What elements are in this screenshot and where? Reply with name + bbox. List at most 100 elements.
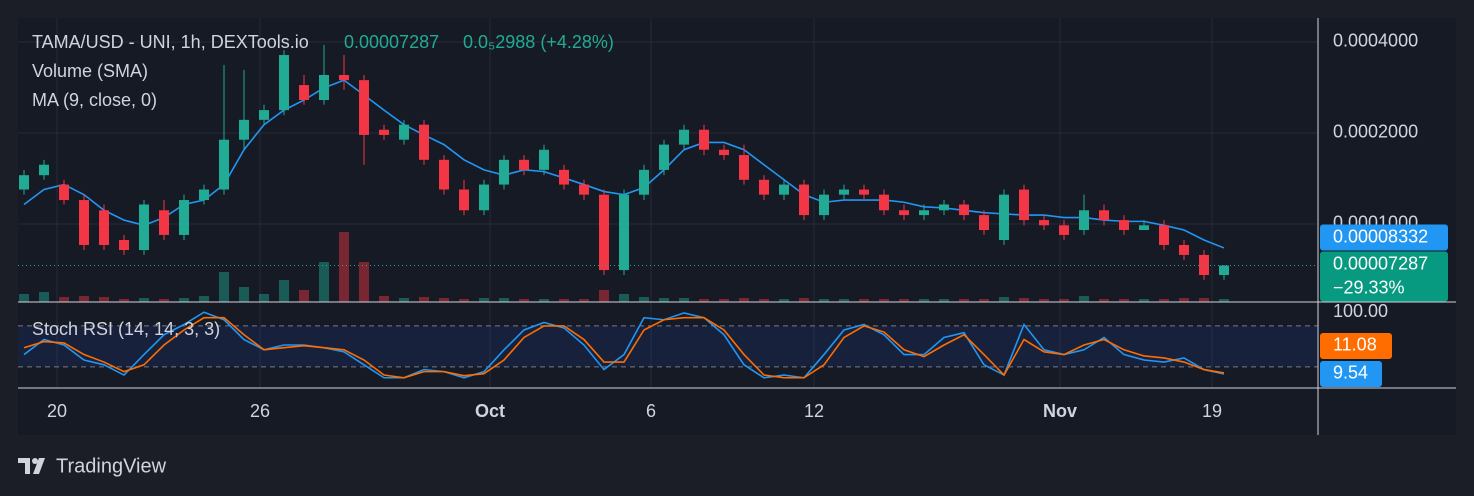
candle-body [519, 159, 529, 170]
candle-body [459, 189, 469, 211]
candle-body [1099, 210, 1109, 221]
candle-body [179, 200, 189, 235]
volume-bar [979, 299, 989, 302]
candle-body [359, 80, 369, 135]
volume-bar [539, 299, 549, 302]
volume-bar [619, 294, 629, 302]
volume-bar [599, 290, 609, 302]
candle-body [759, 179, 769, 195]
volume-bar [999, 297, 1009, 302]
volume-bar [299, 290, 309, 302]
x-tick-label: Oct [475, 401, 505, 421]
x-tick-label: Nov [1043, 401, 1077, 421]
volume-bar [699, 299, 709, 302]
x-tick-label: 6 [646, 401, 656, 421]
volume-bar [839, 299, 849, 302]
candle-body [419, 124, 429, 160]
change-pct-label: −29.33% [1333, 277, 1405, 297]
volume-bar [419, 297, 429, 302]
candle-body [739, 155, 749, 180]
volume-bar [1039, 299, 1049, 302]
volume-bar [739, 298, 749, 302]
candle-body [559, 169, 569, 185]
x-tick-label: 12 [804, 401, 824, 421]
volume-bar [1159, 299, 1169, 302]
volume-bar [219, 272, 229, 302]
volume-bar [1019, 298, 1029, 302]
volume-bar [899, 299, 909, 302]
candle-body [499, 159, 509, 185]
candle-body [1059, 225, 1069, 235]
stoch-line [23, 316, 1225, 379]
volume-bar [259, 294, 269, 302]
volume-bar [1139, 299, 1149, 302]
volume-bar [359, 262, 369, 302]
volume-bar [939, 299, 949, 302]
y-tick-label: 0.0004000 [1333, 31, 1418, 51]
candle-body [819, 194, 829, 216]
volume-bar [239, 287, 249, 302]
volume-bar [199, 296, 209, 302]
grid [18, 18, 1318, 388]
last-price-tag [1320, 251, 1448, 302]
candle-body [1119, 220, 1129, 231]
stoch-d-tag [1320, 332, 1392, 359]
candle-body [219, 139, 229, 190]
volume-bar [1119, 299, 1129, 302]
candle-body [679, 129, 689, 145]
volume-bar [579, 299, 589, 302]
volume-bar [179, 298, 189, 302]
stoch-tick-label: 100.00 [1333, 301, 1388, 321]
candle-body [199, 189, 209, 201]
volume-bar [479, 298, 489, 302]
volume-bar [399, 298, 409, 302]
volume-bar [559, 299, 569, 302]
candle-body [899, 210, 909, 216]
volume-bar [139, 298, 149, 302]
candle-body [19, 175, 29, 190]
volume-bar [99, 297, 109, 302]
candle-body [999, 194, 1009, 241]
volume-bar [679, 298, 689, 302]
volume-bar [779, 299, 789, 302]
stoch-k-label: 9.54 [1333, 363, 1368, 383]
candle-body [879, 194, 889, 211]
candle-body [1199, 254, 1209, 276]
chart-title: TAMA/USD - UNI, 1h, DEXTools.io [32, 32, 309, 52]
candle-body [859, 189, 869, 195]
candle-body [699, 129, 709, 150]
volume-bar [79, 296, 89, 302]
volume-bar [859, 299, 869, 302]
volume-bar [39, 292, 49, 302]
volume-bar [1219, 299, 1229, 302]
ma-label: MA (9, close, 0) [32, 90, 157, 110]
volume-label: Volume (SMA) [32, 61, 148, 81]
x-tick-label: 20 [47, 401, 67, 421]
candle-body [139, 204, 149, 251]
volume-bar [1179, 298, 1189, 302]
ma-price-label: 0.00008332 [1333, 226, 1428, 246]
candle-body [79, 200, 89, 246]
price-change: 0.0₅2988 (+4.28%) [463, 32, 614, 52]
candle-body [339, 74, 349, 81]
volume-bar [1099, 299, 1109, 302]
last-price-label: 0.00007287 [1333, 253, 1428, 273]
candle-body [659, 144, 669, 170]
stoch-d-label: 11.08 [1333, 335, 1377, 355]
volume-bar [379, 296, 389, 302]
candle-body [719, 149, 729, 156]
y-tick-label: 0.0002000 [1333, 122, 1418, 142]
x-tick-label: 19 [1202, 401, 1222, 421]
volume-bar [719, 299, 729, 302]
plot-area [18, 44, 1318, 379]
volume-bar [59, 297, 69, 302]
candle-body [59, 184, 69, 201]
candle-body [939, 204, 949, 211]
volume-bar [659, 298, 669, 302]
candle-body [159, 210, 169, 235]
volume-bar [959, 299, 969, 302]
candle-body [379, 129, 389, 135]
last-price: 0.00007287 [344, 32, 439, 52]
